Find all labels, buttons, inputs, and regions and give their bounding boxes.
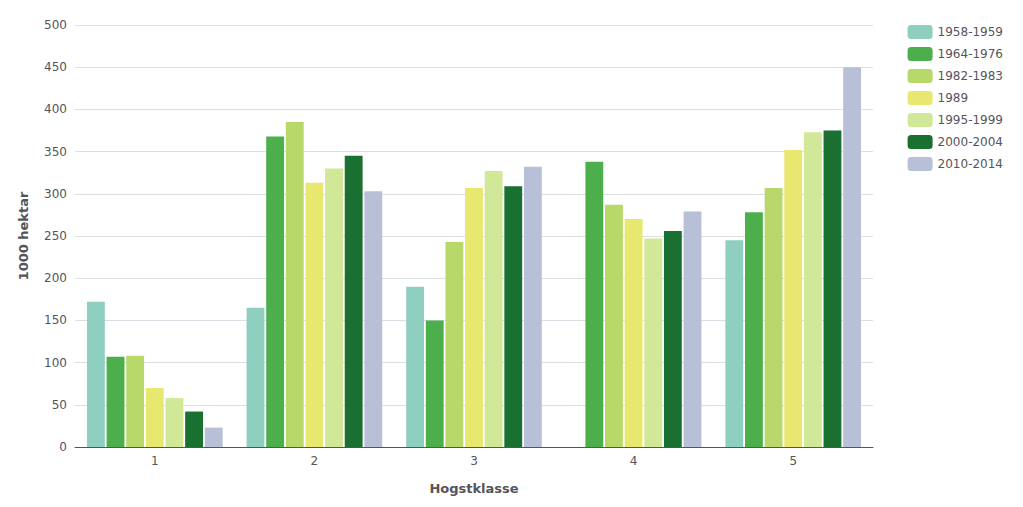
svg-text:2000-2004: 2000-2004 bbox=[938, 135, 1003, 149]
svg-text:Hogstklasse: Hogstklasse bbox=[429, 481, 518, 496]
svg-text:5: 5 bbox=[789, 454, 797, 468]
svg-text:2: 2 bbox=[311, 454, 319, 468]
svg-text:300: 300 bbox=[44, 187, 67, 201]
svg-text:1995-1999: 1995-1999 bbox=[938, 113, 1003, 127]
svg-text:1: 1 bbox=[151, 454, 159, 468]
svg-text:450: 450 bbox=[44, 60, 67, 74]
svg-text:1000 hektar: 1000 hektar bbox=[16, 191, 31, 280]
svg-text:500: 500 bbox=[44, 18, 67, 32]
svg-text:100: 100 bbox=[44, 356, 67, 370]
svg-text:0: 0 bbox=[59, 440, 67, 454]
svg-text:1989: 1989 bbox=[938, 91, 969, 105]
svg-text:50: 50 bbox=[52, 398, 67, 412]
svg-text:200: 200 bbox=[44, 271, 67, 285]
svg-text:400: 400 bbox=[44, 102, 67, 116]
svg-text:350: 350 bbox=[44, 145, 67, 159]
svg-text:150: 150 bbox=[44, 313, 67, 327]
svg-text:1958-1959: 1958-1959 bbox=[938, 25, 1003, 39]
svg-text:4: 4 bbox=[630, 454, 638, 468]
svg-text:2010-2014: 2010-2014 bbox=[938, 157, 1003, 171]
svg-text:250: 250 bbox=[44, 229, 67, 243]
svg-text:1982-1983: 1982-1983 bbox=[938, 69, 1003, 83]
svg-text:1964-1976: 1964-1976 bbox=[938, 47, 1003, 61]
svg-text:3: 3 bbox=[470, 454, 478, 468]
